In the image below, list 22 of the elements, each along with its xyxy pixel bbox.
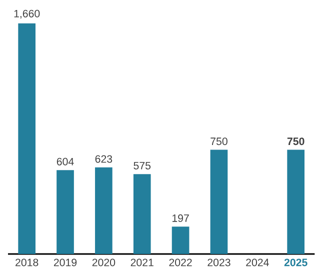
bar xyxy=(56,170,74,254)
x-tick-label: 2024 xyxy=(246,258,269,266)
data-label: 575 xyxy=(134,162,151,170)
bar xyxy=(287,150,304,254)
data-label: 1,660 xyxy=(14,10,40,19)
x-tick-label: 2018 xyxy=(16,258,38,266)
data-label: 604 xyxy=(56,158,74,166)
data-label: 623 xyxy=(95,155,112,163)
bar xyxy=(210,150,228,254)
x-tick-label: 2021 xyxy=(130,258,154,266)
bar xyxy=(172,226,190,254)
x-tick-label: 2023 xyxy=(208,258,230,266)
data-label: 750 xyxy=(287,138,304,146)
bar xyxy=(18,23,36,254)
x-tick-label: 2020 xyxy=(92,258,116,266)
bar xyxy=(95,167,112,254)
data-label: 750 xyxy=(210,138,228,146)
bar xyxy=(133,174,151,254)
data-label: 197 xyxy=(172,214,189,222)
x-tick-label: 2022 xyxy=(169,258,192,266)
x-tick-label: 2019 xyxy=(54,258,77,266)
x-tick-label: 2025 xyxy=(284,258,308,266)
